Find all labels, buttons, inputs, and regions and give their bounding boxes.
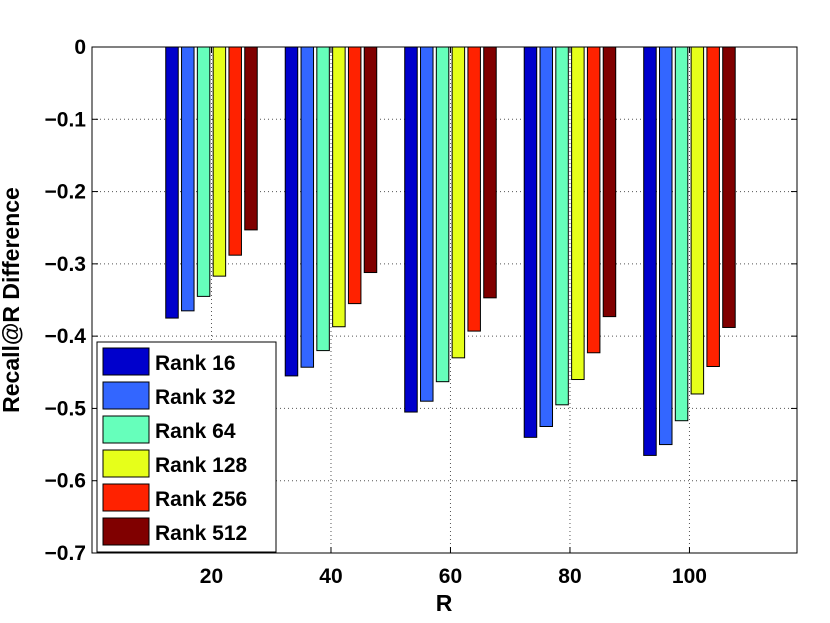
bar-rank-16-r20 [165, 46, 179, 319]
legend-swatch [102, 381, 150, 410]
y-axis-label: Recall@R Difference [0, 187, 24, 413]
x-tick-label: 40 [319, 565, 342, 588]
x-tick-label: 20 [200, 565, 223, 588]
y-tick-label: −0.5 [45, 397, 87, 420]
legend-swatch [102, 449, 150, 478]
bar-rank-32-r40 [300, 46, 315, 368]
bar-rank-256-r60 [467, 46, 481, 332]
y-axis: 0 −0.1 −0.2 −0.3 −0.4 −0.5 −0.6 −0.7 [45, 36, 797, 565]
bar-rank-32-r20 [181, 46, 195, 312]
y-tick-label: −0.4 [45, 325, 87, 348]
legend-swatch [102, 483, 150, 512]
bar-rank-256-r80 [586, 46, 601, 354]
bar-rank-64-r60 [435, 46, 450, 383]
y-tick-label: 0 [74, 36, 86, 59]
y-tick-label: −0.1 [45, 108, 87, 131]
legend-label: Rank 16 [155, 352, 236, 375]
legend-swatch [102, 517, 150, 546]
y-tick-label: −0.2 [45, 181, 86, 204]
bar-rank-16-r100 [643, 46, 657, 456]
bar-rank-16-r60 [404, 46, 418, 413]
legend-label: Rank 128 [155, 454, 248, 477]
bar-rank-512-r40 [363, 46, 378, 274]
bar-rank-512-r20 [244, 46, 258, 231]
legend-label: Rank 512 [155, 522, 247, 545]
bar-rank-128-r80 [571, 46, 585, 381]
bar-rank-512-r100 [722, 46, 736, 328]
bar-rank-128-r40 [332, 46, 346, 328]
bar-rank-512-r80 [602, 46, 617, 318]
y-tick-label: −0.6 [45, 470, 86, 493]
bar-rank-64-r40 [316, 46, 330, 352]
plot-frame [91, 46, 798, 554]
legend-label: Rank 256 [155, 488, 247, 511]
bar-rank-512-r60 [483, 46, 497, 299]
bar-rank-256-r40 [347, 46, 362, 305]
legend-swatch [102, 347, 150, 376]
x-tick-label: 100 [672, 565, 707, 588]
x-axis: 20 40 60 80 100 [200, 47, 707, 588]
y-tick-label: −0.3 [45, 253, 86, 276]
bar-rank-128-r60 [451, 46, 466, 359]
bar-rank-128-r100 [690, 46, 705, 395]
y-tick-label: −0.7 [45, 542, 86, 565]
bar-rank-256-r100 [706, 46, 720, 368]
legend-box [96, 341, 277, 553]
bar-rank-32-r60 [420, 46, 434, 402]
bar-rank-32-r80 [539, 46, 554, 427]
x-axis-label: R [436, 590, 453, 616]
x-tick-label: 80 [558, 565, 581, 588]
legend-label: Rank 64 [155, 420, 236, 443]
bar-rank-64-r20 [196, 46, 211, 297]
x-tick-label: 60 [439, 565, 462, 588]
bar-rank-32-r100 [659, 46, 673, 446]
bar-rank-64-r80 [555, 46, 569, 406]
bar-rank-128-r20 [212, 46, 227, 277]
legend-label: Rank 32 [155, 386, 236, 409]
legend: Rank 16 Rank 32 Rank 64 Rank 128 Rank 256 Ran… [96, 341, 277, 553]
bar-rank-256-r20 [228, 46, 242, 256]
bar-rank-16-r40 [284, 46, 299, 377]
bar-rank-64-r100 [674, 46, 689, 422]
bar-rank-16-r80 [523, 46, 538, 438]
legend-swatch [102, 415, 150, 444]
